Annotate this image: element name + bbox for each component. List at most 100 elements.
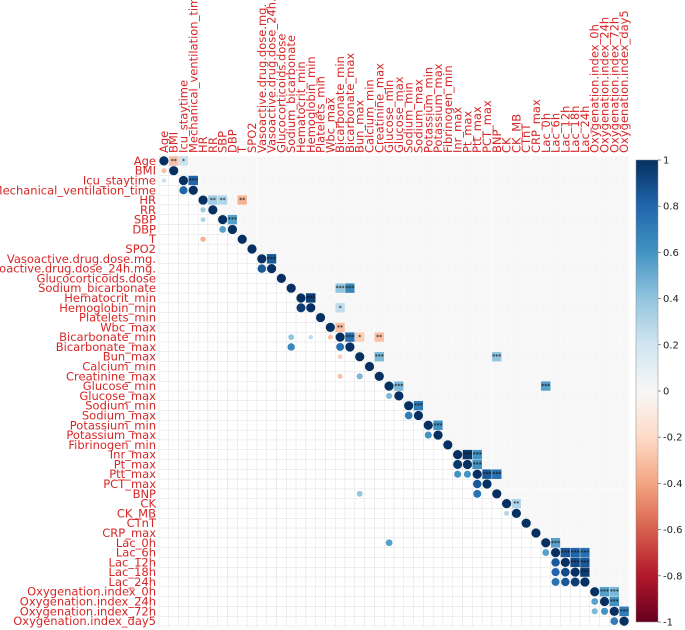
correlation-circle xyxy=(603,620,606,622)
correlation-circle xyxy=(163,463,165,466)
heat-cell xyxy=(521,469,532,480)
correlation-circle xyxy=(398,483,400,485)
heat-cell xyxy=(364,302,375,313)
correlation-circle xyxy=(319,453,322,456)
heat-cell xyxy=(589,224,600,235)
heat-cell xyxy=(305,185,316,196)
heat-cell xyxy=(452,410,463,421)
correlation-circle xyxy=(437,571,439,574)
heat-cell xyxy=(481,283,493,294)
heat-cell xyxy=(384,361,395,372)
correlation-circle xyxy=(192,463,195,466)
heat-cell xyxy=(384,204,395,215)
heat-cell xyxy=(560,195,571,206)
heat-cell xyxy=(619,449,630,460)
correlation-circle xyxy=(221,248,224,250)
correlation-circle xyxy=(290,610,293,613)
correlation-circle xyxy=(446,581,449,583)
heat-cell xyxy=(384,253,395,264)
correlation-circle xyxy=(221,453,224,456)
correlation-circle xyxy=(251,395,253,397)
heat-cell xyxy=(305,224,316,235)
correlation-circle xyxy=(290,375,293,378)
correlation-circle xyxy=(476,571,479,574)
heat-cell xyxy=(403,204,414,215)
correlation-circle xyxy=(241,590,244,593)
heat-cell xyxy=(550,234,561,245)
row-label: Wbc_max xyxy=(100,320,156,334)
heat-cell xyxy=(364,283,375,294)
heat-cell xyxy=(550,478,561,490)
heat-cell xyxy=(530,332,542,343)
correlation-circle xyxy=(388,561,390,564)
heat-cell xyxy=(266,224,277,235)
heat-cell xyxy=(266,234,277,245)
heat-cell xyxy=(579,292,590,304)
correlation-circle xyxy=(290,385,293,387)
heat-cell xyxy=(540,263,551,274)
heat-cell xyxy=(579,439,590,450)
correlation-circle xyxy=(290,571,293,574)
heat-cell xyxy=(511,283,522,294)
correlation-circle xyxy=(270,434,273,436)
row-label: Potassium_min xyxy=(70,418,156,432)
correlation-circle xyxy=(260,492,263,495)
correlation-circle xyxy=(163,238,165,241)
correlation-circle xyxy=(221,600,224,603)
heat-cell xyxy=(344,155,355,166)
heat-cell xyxy=(579,390,590,401)
diagonal-circle xyxy=(531,528,541,538)
significance-mark: *** xyxy=(345,334,354,341)
heat-cell xyxy=(295,253,307,264)
correlation-circle xyxy=(339,492,342,495)
heat-cell xyxy=(560,312,571,323)
heat-cell xyxy=(511,439,522,450)
correlation-circle xyxy=(260,346,263,348)
correlation-circle xyxy=(192,424,195,427)
correlation-circle xyxy=(476,581,479,583)
significance-mark: *** xyxy=(620,608,629,615)
correlation-circle xyxy=(329,443,332,446)
heat-cell xyxy=(462,195,473,206)
heat-cell xyxy=(364,214,375,225)
heat-cell xyxy=(462,302,473,313)
correlation-circle xyxy=(319,561,322,564)
heat-cell xyxy=(579,283,590,294)
correlation-circle xyxy=(182,463,185,466)
correlation-circle xyxy=(182,424,185,427)
correlation-circle xyxy=(388,600,390,603)
correlation-circle xyxy=(192,365,195,368)
heat-cell xyxy=(472,361,483,372)
correlation-circle xyxy=(329,581,332,583)
correlation-circle xyxy=(182,581,185,583)
correlation-circle xyxy=(476,600,479,603)
correlation-circle xyxy=(378,522,381,525)
heat-cell xyxy=(413,273,424,284)
row-label: Lac_0h xyxy=(116,536,156,550)
correlation-circle xyxy=(368,532,371,534)
correlation-circle xyxy=(309,561,312,564)
correlation-circle xyxy=(270,551,273,554)
heat-cell xyxy=(384,371,395,382)
heat-cell xyxy=(579,508,590,519)
heat-cell xyxy=(442,155,453,166)
heat-cell xyxy=(619,576,630,587)
heat-cell xyxy=(295,224,307,235)
heat-cell xyxy=(609,498,620,509)
correlation-circle xyxy=(378,541,381,544)
correlation-circle xyxy=(241,561,244,564)
correlation-circle xyxy=(398,590,400,593)
heat-cell xyxy=(521,204,532,215)
correlation-circle xyxy=(437,483,439,485)
heat-cell xyxy=(491,439,502,450)
correlation-circle xyxy=(260,532,263,534)
correlation-circle xyxy=(260,483,263,485)
correlation-circle xyxy=(202,257,204,260)
correlation-circle xyxy=(446,541,449,544)
heat-cell xyxy=(481,234,493,245)
heat-cell xyxy=(609,488,620,499)
correlation-circle xyxy=(349,600,351,603)
correlation-circle xyxy=(329,395,332,397)
correlation-circle xyxy=(182,336,185,339)
correlation-circle xyxy=(319,571,322,574)
